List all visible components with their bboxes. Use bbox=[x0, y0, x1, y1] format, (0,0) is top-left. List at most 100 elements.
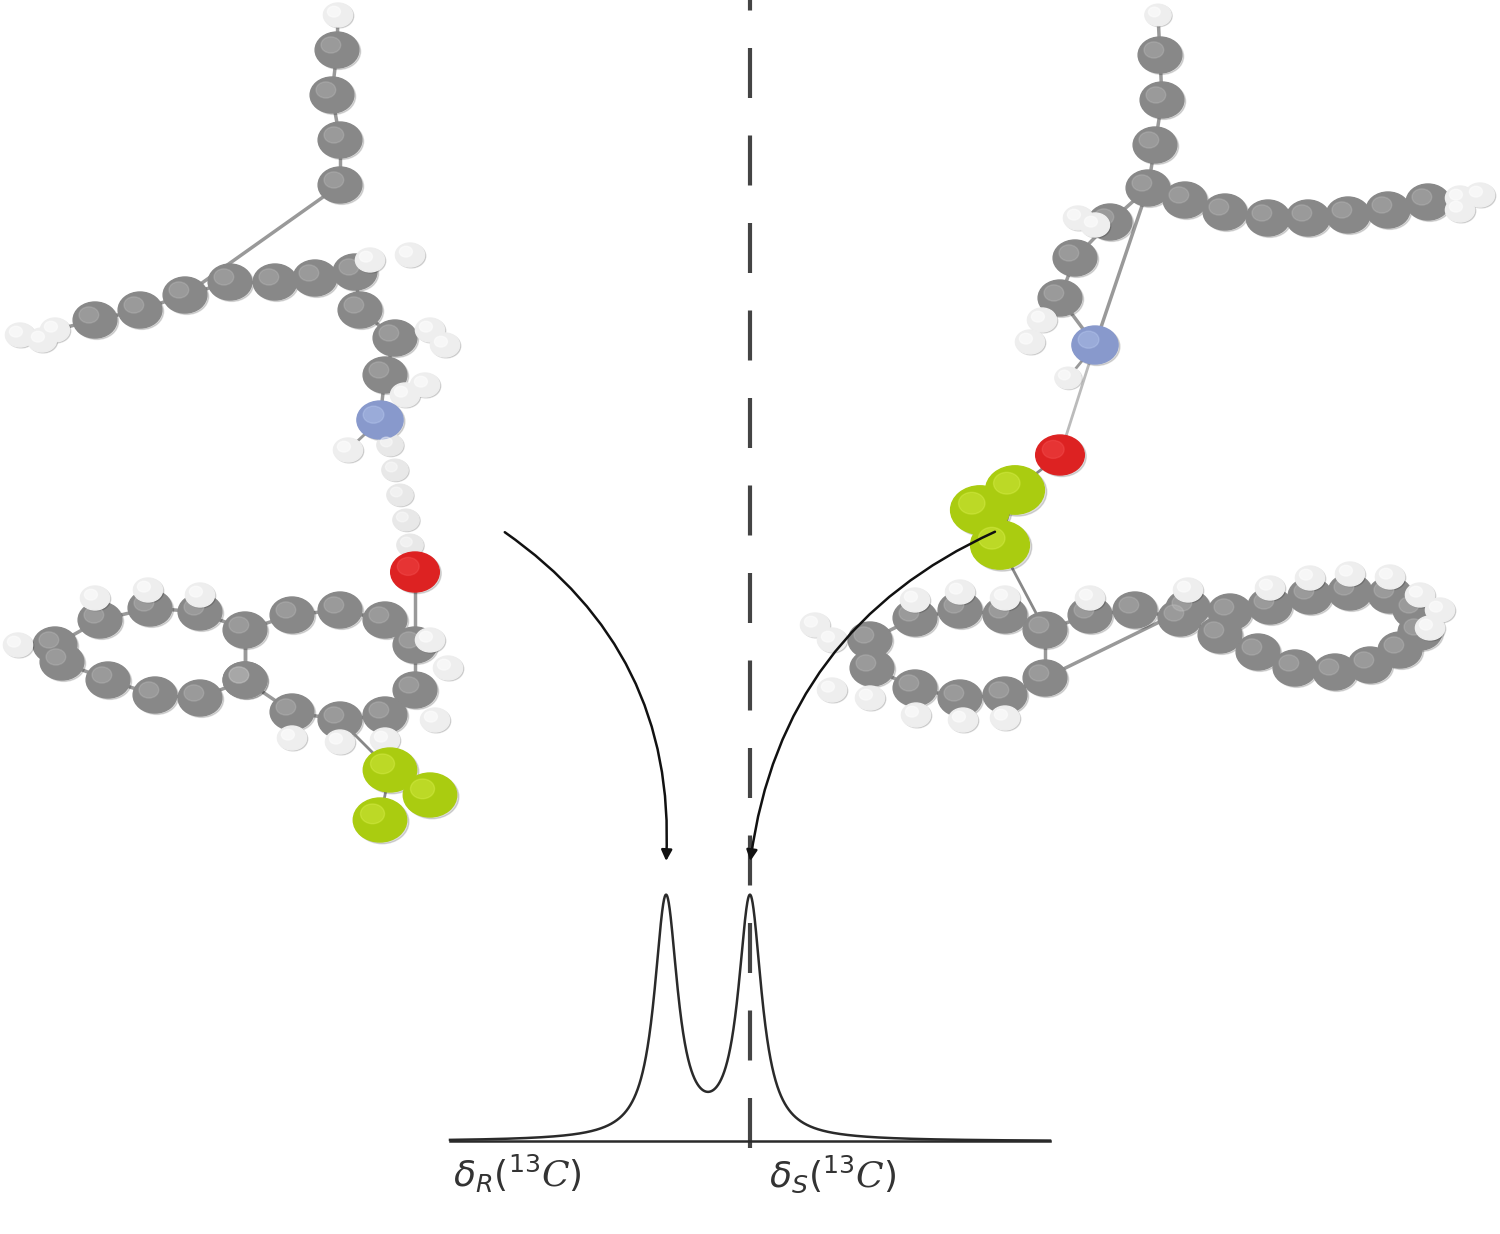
Circle shape bbox=[1059, 244, 1078, 262]
Circle shape bbox=[292, 260, 338, 296]
Circle shape bbox=[1035, 436, 1084, 475]
Circle shape bbox=[1059, 370, 1070, 380]
Circle shape bbox=[75, 304, 118, 339]
Circle shape bbox=[1160, 601, 1203, 638]
Circle shape bbox=[988, 602, 1008, 618]
Circle shape bbox=[994, 710, 1008, 721]
Circle shape bbox=[1158, 600, 1202, 636]
Circle shape bbox=[9, 326, 22, 337]
Circle shape bbox=[225, 664, 268, 700]
Circle shape bbox=[982, 677, 1028, 713]
Circle shape bbox=[1166, 184, 1209, 220]
FancyArrowPatch shape bbox=[747, 532, 994, 859]
Circle shape bbox=[363, 357, 407, 392]
Circle shape bbox=[363, 406, 384, 423]
Circle shape bbox=[944, 597, 963, 613]
Circle shape bbox=[1076, 586, 1104, 610]
Circle shape bbox=[230, 666, 249, 684]
Circle shape bbox=[1044, 285, 1064, 301]
Circle shape bbox=[435, 656, 463, 681]
Circle shape bbox=[42, 645, 86, 681]
Circle shape bbox=[416, 318, 444, 342]
Circle shape bbox=[164, 276, 207, 313]
Circle shape bbox=[1328, 574, 1372, 610]
Circle shape bbox=[374, 320, 417, 355]
Circle shape bbox=[321, 37, 340, 53]
Circle shape bbox=[1138, 132, 1158, 148]
Circle shape bbox=[209, 264, 252, 300]
Circle shape bbox=[393, 554, 441, 594]
Circle shape bbox=[320, 594, 363, 629]
Circle shape bbox=[390, 383, 420, 407]
Circle shape bbox=[1203, 194, 1246, 230]
Circle shape bbox=[1068, 597, 1112, 633]
Circle shape bbox=[1400, 616, 1443, 652]
Circle shape bbox=[333, 438, 363, 462]
Circle shape bbox=[859, 690, 873, 700]
Circle shape bbox=[279, 727, 308, 752]
Circle shape bbox=[1064, 206, 1092, 230]
Circle shape bbox=[1072, 326, 1118, 364]
Circle shape bbox=[180, 681, 224, 717]
Circle shape bbox=[422, 710, 452, 733]
Circle shape bbox=[1288, 201, 1332, 237]
Circle shape bbox=[896, 601, 939, 638]
Circle shape bbox=[1350, 648, 1394, 685]
Circle shape bbox=[382, 460, 410, 481]
Circle shape bbox=[1029, 308, 1057, 333]
Circle shape bbox=[1038, 280, 1082, 316]
Circle shape bbox=[1078, 331, 1100, 348]
Circle shape bbox=[1113, 592, 1156, 628]
Circle shape bbox=[366, 750, 419, 793]
Text: $\delta_S(^{13}$C$)$: $\delta_S(^{13}$C$)$ bbox=[770, 1153, 896, 1195]
Circle shape bbox=[1406, 582, 1434, 607]
Circle shape bbox=[214, 269, 234, 285]
Circle shape bbox=[1128, 172, 1172, 207]
Circle shape bbox=[1166, 590, 1210, 626]
Circle shape bbox=[430, 333, 459, 357]
Circle shape bbox=[1204, 195, 1248, 232]
Circle shape bbox=[1348, 647, 1392, 682]
Circle shape bbox=[225, 613, 268, 649]
Circle shape bbox=[254, 264, 297, 300]
Circle shape bbox=[898, 605, 918, 621]
Circle shape bbox=[1407, 584, 1436, 608]
Circle shape bbox=[178, 680, 222, 716]
Circle shape bbox=[416, 628, 444, 652]
Circle shape bbox=[1274, 650, 1317, 686]
Circle shape bbox=[1023, 660, 1066, 696]
Circle shape bbox=[339, 259, 358, 275]
Circle shape bbox=[993, 473, 1020, 494]
Circle shape bbox=[3, 633, 33, 656]
Circle shape bbox=[986, 679, 1029, 714]
Circle shape bbox=[394, 674, 438, 710]
Circle shape bbox=[399, 677, 418, 694]
Circle shape bbox=[27, 328, 57, 352]
Circle shape bbox=[324, 707, 344, 723]
Circle shape bbox=[357, 401, 404, 439]
Circle shape bbox=[333, 254, 376, 290]
Circle shape bbox=[900, 587, 930, 612]
Circle shape bbox=[435, 336, 447, 347]
Circle shape bbox=[386, 462, 398, 471]
Circle shape bbox=[1200, 618, 1243, 654]
Circle shape bbox=[46, 649, 66, 665]
Circle shape bbox=[360, 252, 372, 262]
Circle shape bbox=[1016, 329, 1044, 354]
Circle shape bbox=[356, 800, 410, 844]
Circle shape bbox=[282, 729, 294, 740]
Circle shape bbox=[1312, 654, 1358, 690]
Circle shape bbox=[363, 748, 417, 792]
Circle shape bbox=[417, 318, 446, 343]
Circle shape bbox=[80, 603, 123, 639]
Circle shape bbox=[1119, 597, 1138, 613]
Circle shape bbox=[1132, 175, 1152, 191]
Circle shape bbox=[1384, 637, 1404, 653]
Circle shape bbox=[324, 4, 354, 28]
Circle shape bbox=[1246, 200, 1290, 236]
Circle shape bbox=[390, 487, 402, 497]
Circle shape bbox=[420, 632, 432, 642]
Circle shape bbox=[1368, 194, 1411, 230]
Circle shape bbox=[1400, 597, 1419, 613]
Circle shape bbox=[944, 685, 963, 701]
